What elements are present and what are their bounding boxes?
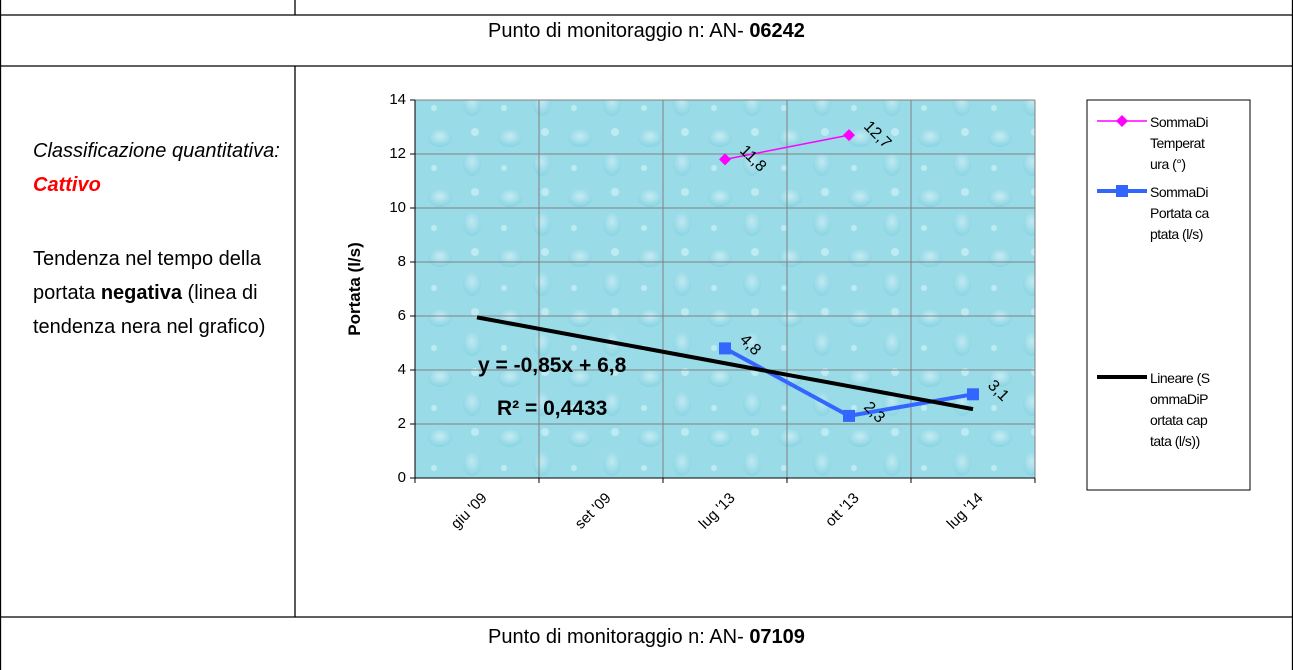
trend-equation: y = -0,85x + 6,8 [478,354,627,377]
x-tick-label: giu '09 [448,490,491,533]
y-tick-label: 10 [389,199,406,216]
y-tick-label: 8 [398,253,406,270]
legend-entry: Lineare (SommaDiPortata captata (l/s)) [1150,370,1210,449]
footer-row: Punto di monitoraggio n: AN- 07109 [0,626,1293,649]
legend-marker [1116,115,1128,127]
header-prefix: Punto di monitoraggio n: AN- [488,20,744,42]
trend-text: Tendenza nel tempo della portata negativ… [33,242,288,344]
x-tick-label: set '09 [572,490,615,533]
x-tick-label: lug '14 [944,490,987,533]
point-marker [967,388,979,401]
footer-prefix: Punto di monitoraggio n: AN- [488,626,744,648]
header-code: 06242 [749,20,805,42]
series-line [724,134,850,161]
y-tick-label: 2 [398,415,406,432]
y-tick-label: 6 [398,307,406,324]
classification-value: Cattivo [33,174,101,196]
classification: Classificazione quantitativa: Cattivo [33,134,288,202]
y-tick-label: 4 [398,361,406,378]
point-marker [719,342,731,355]
trend-text-2: (linea di tendenza nera nel grafico) [33,282,266,338]
point-marker [719,153,731,166]
point-marker [843,409,855,422]
footer-code: 07109 [749,626,805,648]
legend-box [1086,99,1251,491]
legend-entry: SommaDiPortata captata (l/s) [1150,184,1209,242]
x-tick-label: ott '13 [822,490,863,531]
classification-label: Classificazione quantitativa: [33,140,280,162]
legend-marker [1116,185,1128,197]
y-tick-label: 0 [398,469,406,486]
y-axis-label: Portata (l/s) [345,242,364,336]
series-line [476,315,974,412]
header-row: Punto di monitoraggio n: AN- 06242 [0,20,1293,43]
x-tick-label: lug '13 [696,490,739,533]
y-tick-label: 14 [389,91,406,108]
trend-text-bold: negativa [100,282,182,304]
point-marker [843,129,855,142]
trend-r-squared: R² = 0,4433 [497,397,607,420]
trend-text-1: Tendenza nel tempo della portata [33,248,261,304]
y-tick-label: 12 [389,145,406,162]
legend-entry: SommaDiTemperatura (°) [1150,114,1208,172]
